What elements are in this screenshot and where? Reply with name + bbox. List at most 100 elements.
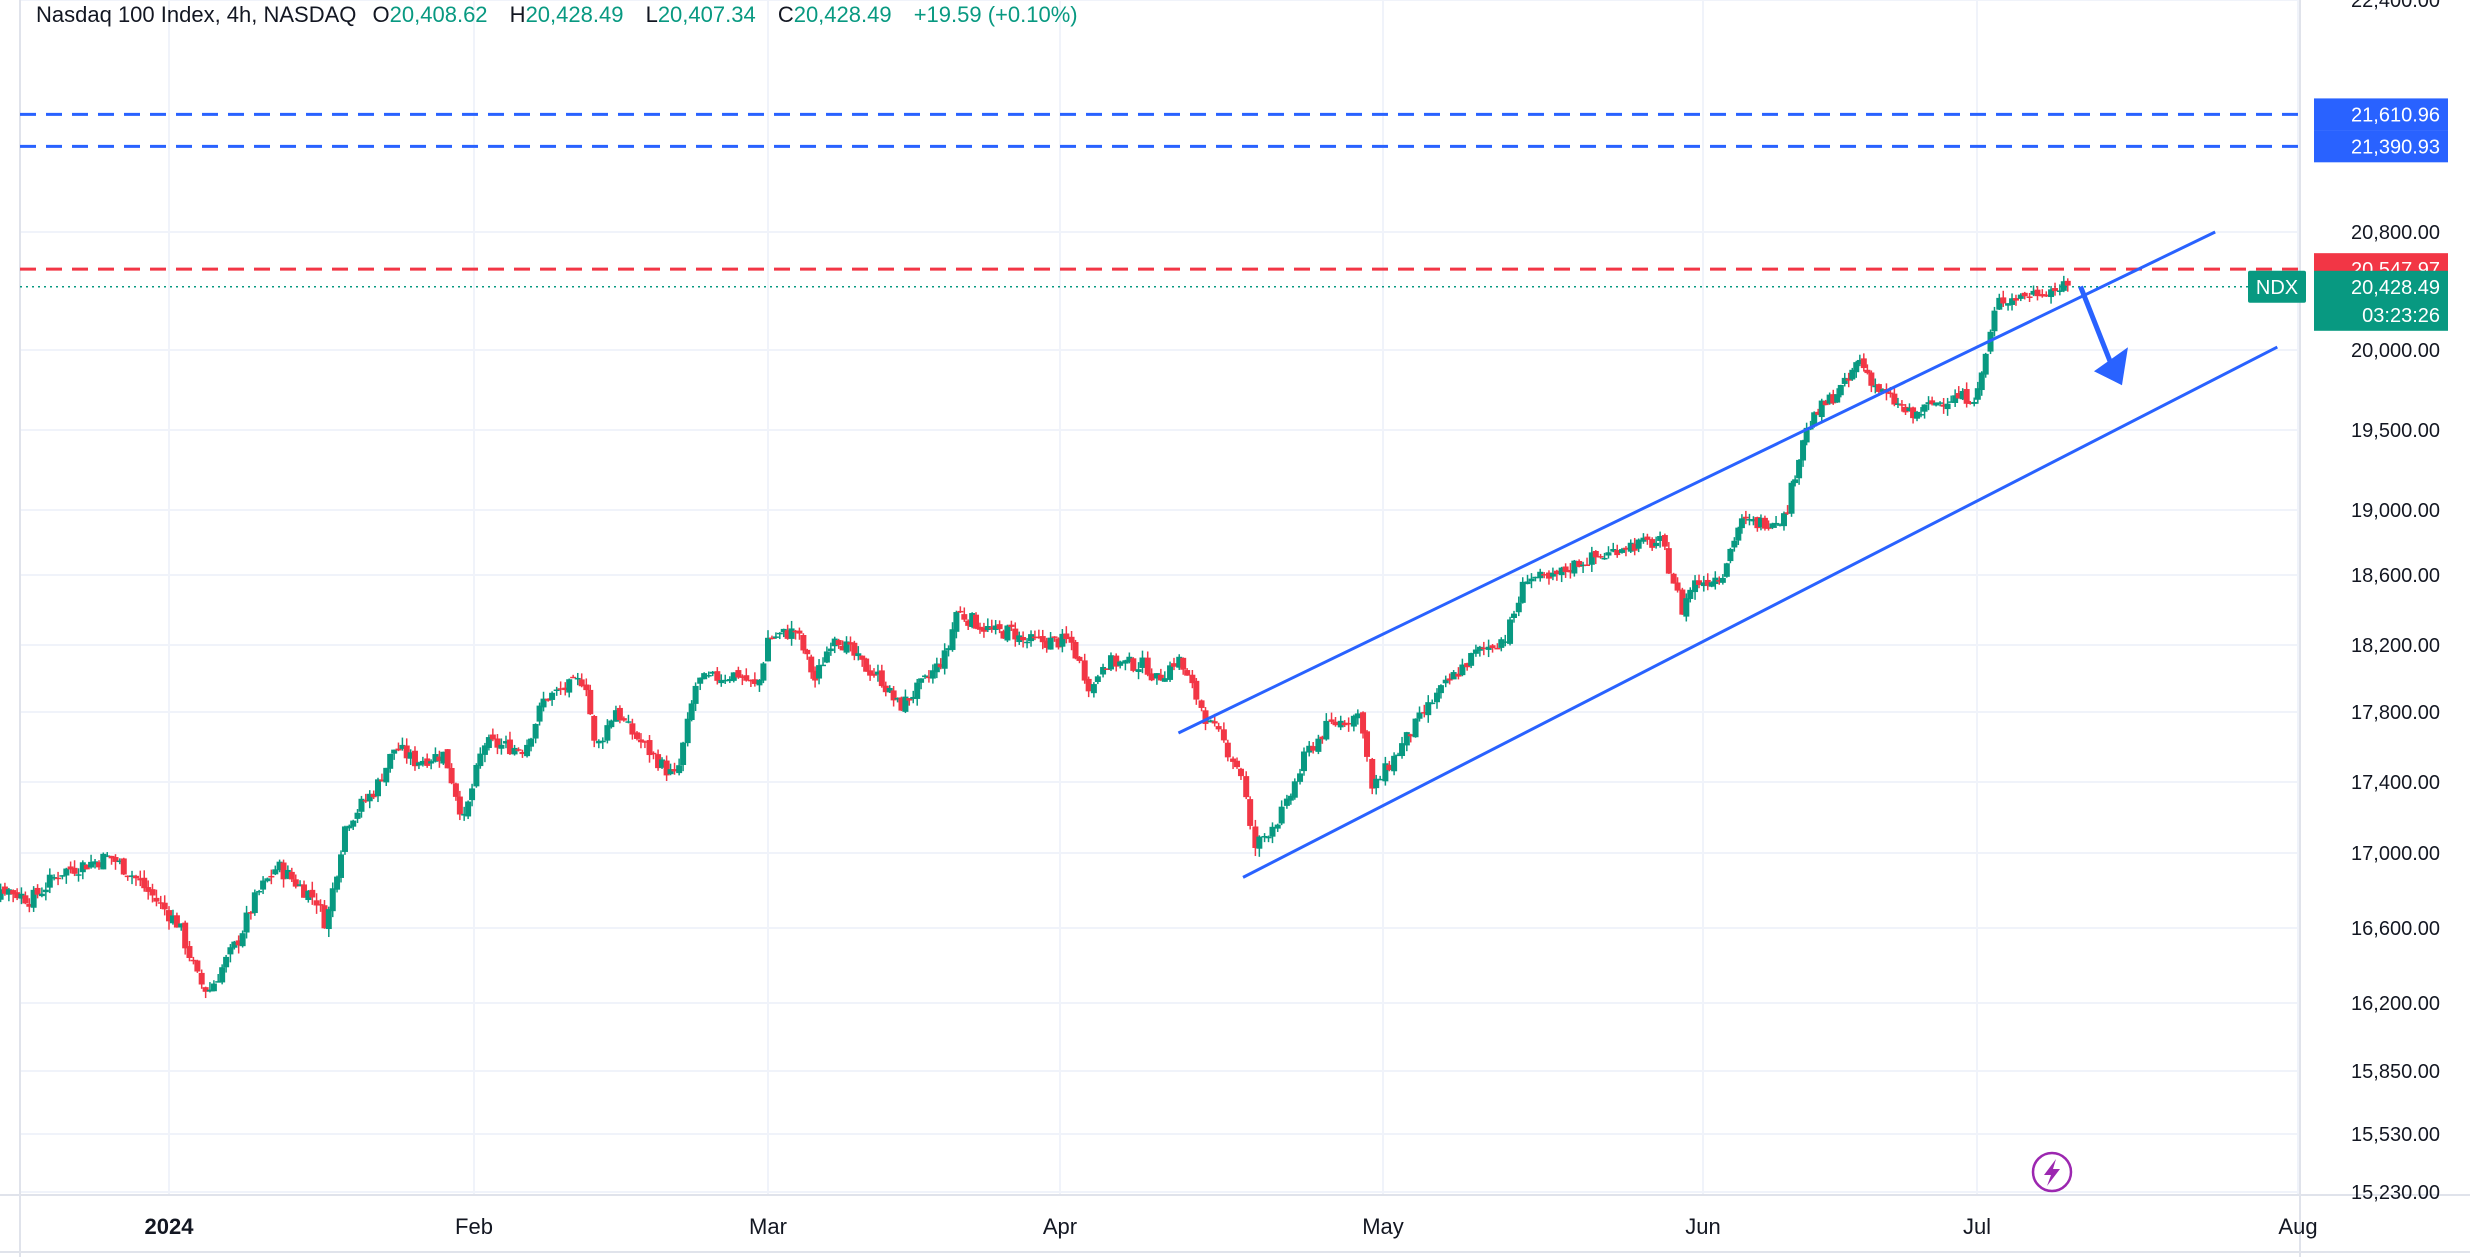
candle-body [1421,712,1428,714]
candle-body [22,895,29,904]
target-2-badge-bg [2314,130,2448,163]
candle-body [276,861,283,871]
candle-body [1369,758,1376,789]
candle-body [697,677,704,684]
candle-body [42,889,49,893]
candle-body [637,739,644,743]
candle-body [925,676,932,679]
candle-body [709,671,716,674]
candle-body [961,614,968,620]
candle-body [1952,395,1959,403]
candle-body [1891,393,1898,405]
candle-body [1391,755,1398,772]
candle-body [1498,639,1505,648]
candle-body [38,893,45,897]
candle-body [334,876,341,890]
candle-body [1708,582,1715,587]
candle-body [506,739,513,755]
candle-body [812,670,819,681]
candle-body [1955,393,1962,399]
candle-body [1716,580,1723,582]
candle-body [59,875,66,877]
candle-body [1442,679,1449,684]
candle-body [1446,678,1453,681]
candle-body [51,877,58,879]
trend-channel[interactable] [1177,230,2278,879]
candle-body [1429,702,1436,705]
candle-body [1480,647,1487,650]
candle-body [391,749,398,754]
candle-body [929,670,936,679]
candle-body [906,698,913,701]
candle-body [317,904,324,906]
candle-body [1126,656,1133,662]
candle-body [553,689,560,692]
candle-body [587,689,594,715]
candle-body [92,861,99,865]
candle-body [2009,298,2016,305]
candle-body [566,679,573,693]
candle-body [1472,649,1479,654]
candle-body [1914,411,1921,419]
candle-body [671,769,678,772]
candle-body [760,663,767,681]
candle-body [489,734,496,740]
candle-body [166,910,172,922]
candle-body [124,875,131,878]
candle-body [1237,768,1244,777]
candle-body [1094,676,1101,682]
candle-body [1674,582,1681,591]
candle-body [1780,513,1787,527]
candle-body [1532,576,1539,579]
candle-body [612,710,619,722]
candle-body [1211,721,1218,724]
candle-body [116,860,123,863]
candle-body [473,765,480,787]
time-tick-label: Jul [1963,1214,1991,1239]
candle-body [1337,720,1344,728]
candle-body [976,626,983,630]
candle-body [1777,524,1784,526]
candle-body [1104,668,1111,671]
close-label: C [777,2,794,27]
price-tick-label: 17,800.00 [2351,702,2440,724]
candle-body [370,793,377,798]
candle-body [1153,673,1160,679]
symbol-header: Nasdaq 100 Index, 4h, NASDAQ O20,408.62 … [36,2,1096,28]
candle-body [243,912,250,933]
candle-body [1687,589,1694,600]
candle-body [540,698,547,708]
candle-body [2012,298,2019,301]
candle-body [1571,560,1578,574]
candle-body [1382,763,1389,782]
lightning-icon[interactable] [2031,1151,2073,1193]
candle-body [2060,281,2067,291]
candle-body [1576,560,1583,567]
candle-body [1000,631,1007,639]
candle-body [1234,760,1241,768]
candle-body [403,745,410,759]
candle-body [910,696,917,700]
candle-body [354,812,361,819]
candle-body [1012,628,1019,640]
candle-body [1853,362,1860,373]
candle-body [46,874,53,888]
candle-body [436,756,443,761]
candle-body [1894,403,1901,405]
candle-body [132,875,139,879]
candle-body [1261,835,1268,838]
candle-body [268,875,275,878]
candle-body [1562,566,1569,573]
candle-body [411,750,418,767]
candle-body [1345,723,1352,725]
price-axis[interactable]: 22,400.00 20,800.00 20,000.00 19,500.00 19,0… [2248,0,2448,1204]
candle-body [780,628,787,633]
candle-body [894,697,901,700]
candle-body [655,754,662,769]
candle-body [2039,294,2046,297]
candle-body [1792,479,1799,484]
time-axis[interactable]: 2024 Feb Mar Apr May Jun Jul Aug [145,1151,2318,1239]
candle-body [1761,517,1768,529]
candle-body [827,648,834,652]
